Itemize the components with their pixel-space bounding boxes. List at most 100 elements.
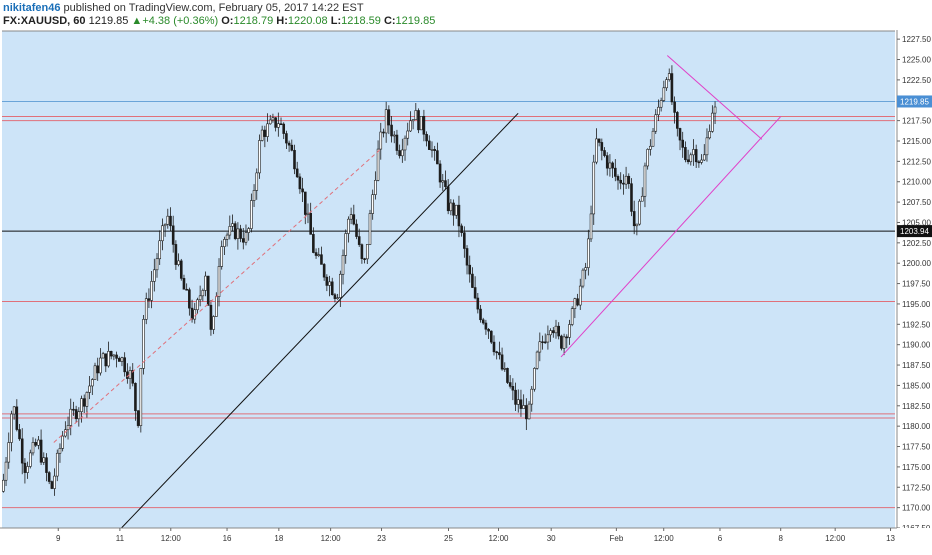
price-tag-label: 1219.85: [900, 97, 929, 106]
time-axis[interactable]: 9 11 12:00 16 18 12:00 23 25 12:00 30 Feb 12:00 6 8 12…: [0, 527, 897, 543]
candle-body: [519, 399, 523, 409]
candle-body: [247, 228, 250, 233]
candle-body: [438, 163, 442, 183]
candle-body: [53, 475, 56, 489]
candle-body: [533, 368, 536, 390]
candle-body: [215, 296, 218, 317]
candle-body: [320, 254, 323, 265]
candle-body: [635, 223, 639, 227]
candle-body: [233, 223, 237, 239]
candle-body: [139, 368, 143, 426]
candle-body: [150, 281, 153, 301]
candle-body: [538, 341, 542, 353]
candle-body: [220, 246, 224, 267]
candle-body: [330, 281, 334, 296]
candle-body: [492, 341, 496, 353]
candle-body: [333, 294, 337, 299]
candle-body: [287, 142, 291, 146]
time-axis-background: [0, 528, 932, 550]
candle-body: [306, 212, 310, 215]
candle-body: [382, 131, 385, 134]
candle-body: [506, 368, 509, 383]
candle-body: [201, 290, 205, 297]
candle-body: [624, 175, 628, 185]
candle-body: [508, 382, 512, 387]
candle-body: [61, 435, 64, 449]
time-tick-label: 12:00: [161, 534, 182, 543]
candle-body: [568, 324, 571, 338]
price-tick-label: 1175.00: [902, 463, 931, 472]
candle-body: [681, 139, 685, 148]
candle-body: [177, 260, 180, 265]
trendline: [113, 112, 519, 537]
candle-body: [562, 336, 566, 349]
candle-body: [93, 365, 97, 380]
close-value: 1219.85: [395, 15, 436, 27]
candle-body: [15, 406, 19, 430]
price-tick-label: 1200.00: [902, 259, 931, 268]
candle-body: [347, 218, 350, 234]
candle-body: [188, 289, 191, 309]
price-tick-label: 1197.50: [902, 280, 931, 289]
horizontal-levels: [2, 100, 895, 509]
time-tick-label: 18: [274, 534, 283, 543]
candle-body: [50, 481, 54, 489]
candle-body: [376, 148, 380, 181]
candle-body: [314, 252, 318, 256]
candle-body: [228, 226, 232, 236]
candle-body: [109, 350, 113, 357]
publish-text: published on TradingView.com, February 0…: [63, 2, 364, 14]
candle-body: [142, 319, 145, 369]
candle-body: [58, 448, 62, 454]
candle-body: [303, 191, 307, 215]
candle-body: [565, 336, 569, 339]
candle-body: [441, 180, 445, 183]
candle-body: [481, 319, 485, 324]
candle-body: [392, 134, 396, 137]
candle-body: [10, 413, 13, 443]
price-chart[interactable]: 1227.501225.001222.501220.001217.501215.…: [0, 30, 932, 550]
candle-body: [409, 120, 412, 132]
candle-body: [581, 269, 585, 287]
candle-body: [250, 200, 253, 229]
candle-body: [34, 442, 37, 446]
candle-body: [182, 278, 186, 290]
candle-body: [422, 116, 426, 135]
candle-body: [368, 213, 372, 245]
candle-body: [371, 194, 374, 214]
candle-body: [136, 410, 140, 426]
candle-body: [552, 330, 555, 334]
candle-body: [96, 365, 100, 374]
candle-body: [355, 223, 358, 237]
price-tick-label: 1217.50: [902, 117, 931, 126]
candle-body: [241, 238, 245, 243]
candle-body: [436, 150, 439, 165]
candle-body: [339, 273, 342, 298]
candle-body: [649, 145, 652, 150]
candle-body: [527, 403, 531, 420]
candle-body: [18, 429, 21, 440]
candle-body: [401, 149, 404, 157]
candle-body: [525, 405, 528, 420]
candle-body: [627, 175, 631, 184]
candle-body: [163, 223, 167, 227]
candle-body: [614, 167, 617, 177]
chart-area[interactable]: 1227.501225.001222.501220.001217.501215.…: [0, 30, 932, 550]
candle-body: [503, 368, 507, 370]
candle-body: [449, 202, 453, 212]
candle-body: [516, 399, 520, 405]
candle-body: [398, 150, 401, 157]
candle-body: [651, 130, 655, 147]
candle-body: [557, 325, 560, 337]
price-tick-label: 1177.50: [902, 443, 931, 452]
candle-body: [23, 462, 27, 473]
candle-body: [463, 232, 466, 249]
price-tick-label: 1202.50: [902, 239, 931, 248]
candle-body: [578, 285, 582, 306]
time-tick-label: 9: [56, 534, 61, 543]
author-link[interactable]: nikitafen46: [3, 2, 61, 14]
candle-body: [123, 357, 126, 373]
candle-body: [662, 87, 666, 101]
candle-body: [495, 351, 498, 354]
candle-body: [684, 147, 687, 161]
